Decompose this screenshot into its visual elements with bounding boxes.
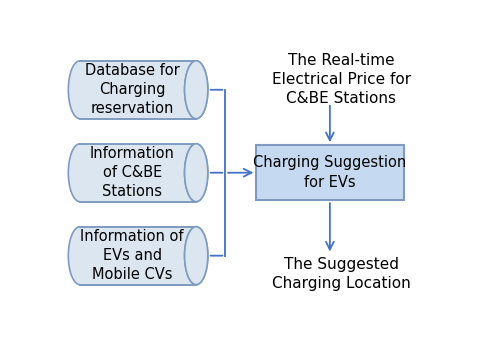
Ellipse shape	[184, 61, 208, 119]
Text: Information
of C&BE
Stations: Information of C&BE Stations	[90, 146, 174, 199]
Text: Information of
EVs and
Mobile CVs: Information of EVs and Mobile CVs	[80, 229, 184, 282]
Ellipse shape	[184, 144, 208, 202]
Ellipse shape	[184, 227, 208, 285]
Ellipse shape	[184, 227, 208, 285]
Bar	[80, 227, 196, 285]
Bar	[80, 227, 196, 285]
Text: Database for
Charging
reservation: Database for Charging reservation	[85, 63, 180, 117]
Ellipse shape	[184, 144, 208, 202]
Text: Charging Suggestion
for EVs: Charging Suggestion for EVs	[254, 155, 406, 190]
Bar	[256, 145, 404, 200]
Bar	[80, 144, 196, 202]
Bar	[80, 61, 196, 119]
Ellipse shape	[68, 144, 92, 202]
Ellipse shape	[68, 227, 92, 285]
Bar	[80, 61, 196, 119]
Text: The Suggested
Charging Location: The Suggested Charging Location	[272, 257, 411, 291]
Ellipse shape	[68, 61, 92, 119]
Ellipse shape	[184, 61, 208, 119]
Bar	[80, 144, 196, 202]
Text: The Real-time
Electrical Price for
C&BE Stations: The Real-time Electrical Price for C&BE …	[272, 53, 411, 106]
